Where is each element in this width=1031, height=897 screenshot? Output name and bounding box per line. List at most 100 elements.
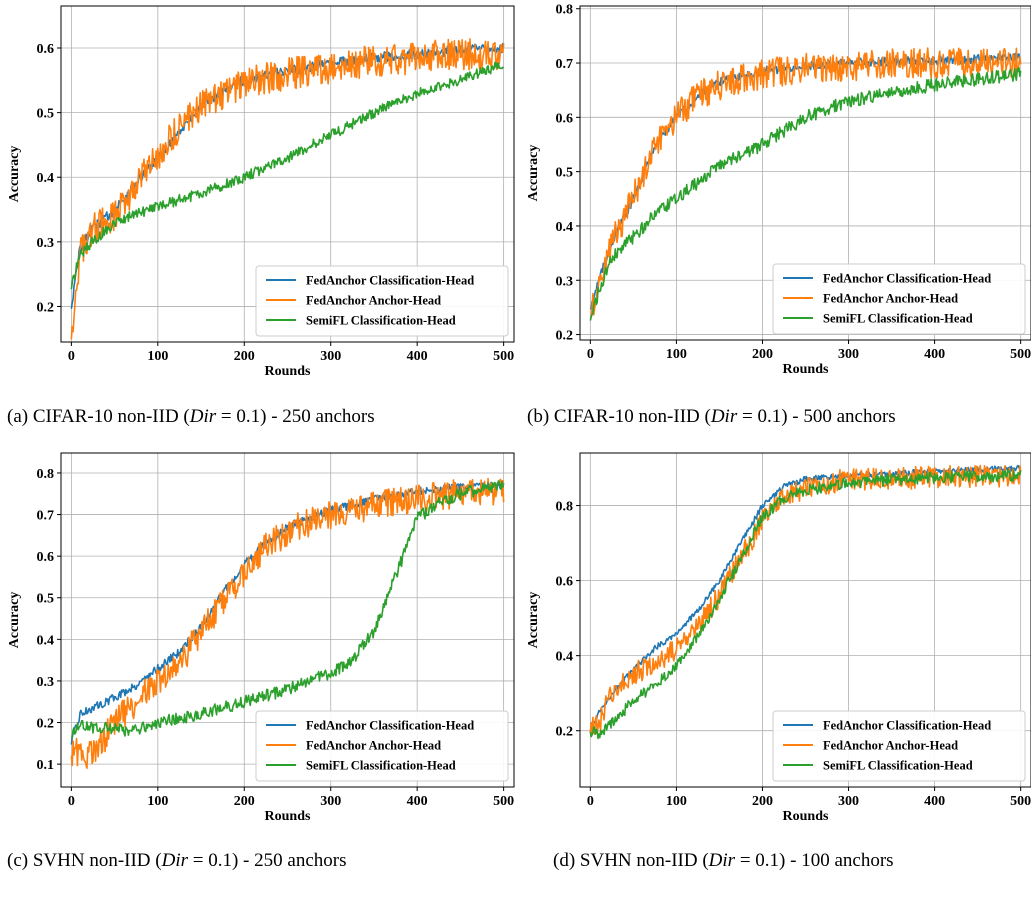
caption-b-pre: CIFAR-10 non-IID (: [553, 406, 711, 427]
caption-a-pre: CIFAR-10 non-IID (: [32, 406, 190, 427]
legend-box: [255, 265, 509, 337]
x-tick-label: 300: [320, 794, 341, 809]
legend-entry: SemiFL Classification-Head: [306, 759, 456, 773]
x-tick-label: 200: [234, 794, 255, 809]
legend: FedAnchor Classification-Head FedAnchor A…: [772, 710, 1026, 782]
chart-c: 0 100 200 300 400 500 0.1 0.2 0.3 0.4 0.5 0.6 0.7 0.8…: [7, 452, 515, 824]
legend-entry: FedAnchor Classification-Head: [823, 272, 991, 286]
x-tick-label: 0: [68, 794, 75, 809]
chart-b: 0 100 200 300 400 500 0.2 0.3 0.4 0.5 0.6 0.7 0.8 Rou…: [526, 3, 1031, 377]
series-line-3: [589, 469, 1022, 740]
y-tick-label: 0.2: [556, 725, 574, 740]
y-tick-label: 0.5: [37, 107, 55, 122]
series-line-3: [70, 480, 505, 739]
y-tick-label: 0.1: [37, 758, 55, 773]
x-tick-label: 100: [147, 794, 168, 809]
caption-a-label: (a): [7, 406, 29, 427]
y-tick-label: 0.4: [556, 650, 574, 665]
caption-d-post: ) - 100 anchors: [779, 850, 894, 871]
x-axis-label: Rounds: [783, 362, 829, 377]
legend-entry: SemiFL Classification-Head: [823, 759, 973, 773]
caption-c-pre: SVHN non-IID (: [32, 850, 162, 871]
y-tick-label: 0.3: [37, 675, 55, 690]
y-tick-label: 0.6: [556, 575, 574, 590]
y-tick-label: 0.2: [37, 300, 55, 315]
x-tick-label: 400: [924, 794, 945, 809]
series-line-2: [589, 47, 1022, 319]
plot-frame: [60, 452, 515, 788]
y-tick-label: 0.4: [37, 171, 55, 186]
y-tick-label: 0.2: [556, 329, 574, 344]
caption-b-post: ) - 500 anchors: [781, 406, 896, 427]
legend-box: [772, 263, 1026, 335]
y-axis-label: Accuracy: [7, 146, 22, 203]
x-tick-label: 500: [1010, 794, 1031, 809]
y-tick-label: 0.3: [37, 236, 55, 251]
x-tick-label: 500: [493, 349, 514, 364]
caption-b-label: (b): [527, 406, 550, 427]
x-tick-label: 0: [587, 794, 594, 809]
y-tick-label: 0.8: [556, 500, 574, 515]
caption-d-pre: SVHN non-IID (: [579, 850, 709, 871]
legend-entry: SemiFL Classification-Head: [823, 312, 973, 326]
x-tick-label: 300: [838, 794, 859, 809]
x-tick-label: 300: [320, 349, 341, 364]
legend-entry: SemiFL Classification-Head: [306, 314, 456, 328]
x-tick-label: 500: [1010, 347, 1031, 362]
caption-c-label: (c): [7, 850, 29, 871]
x-tick-label: 200: [234, 349, 255, 364]
caption-a-var: Dir: [189, 406, 217, 427]
legend-entry: FedAnchor Anchor-Head: [306, 294, 441, 308]
legend-box: [772, 710, 1026, 782]
legend-entry: FedAnchor Classification-Head: [306, 274, 474, 288]
caption-a-post: ) - 250 anchors: [260, 406, 375, 427]
legend-entry: FedAnchor Classification-Head: [306, 719, 474, 733]
y-axis-label: Accuracy: [7, 592, 22, 649]
series-line-3: [70, 61, 505, 290]
caption-d-eq: = 0.1: [735, 850, 780, 871]
caption-c: (c) SVHN non-IID (Dir = 0.1) - 250 ancho…: [7, 850, 346, 872]
x-tick-label: 0: [587, 347, 594, 362]
caption-c-post: ) - 250 anchors: [231, 850, 347, 871]
y-tick-label: 0.6: [37, 42, 55, 57]
caption-b-var: Dir: [710, 406, 738, 427]
caption-c-eq: = 0.1: [188, 850, 232, 871]
x-axis-label: Rounds: [265, 364, 311, 379]
legend-entry: FedAnchor Anchor-Head: [823, 292, 958, 306]
chart-a: 0 100 200 300 400 500 0.2 0.3 0.4 0.5 0.6 Rounds Acc…: [7, 5, 515, 379]
caption-b-eq: = 0.1: [737, 406, 782, 427]
x-tick-label: 100: [666, 347, 687, 362]
y-tick-label: 0.7: [556, 57, 574, 72]
x-tick-label: 200: [752, 347, 773, 362]
x-axis-label: Rounds: [265, 809, 311, 824]
legend-entry: FedAnchor Anchor-Head: [306, 739, 441, 753]
x-tick-label: 0: [68, 349, 75, 364]
caption-d-label: (d): [553, 850, 576, 871]
series-line-3: [589, 67, 1022, 321]
x-tick-label: 400: [407, 349, 428, 364]
y-tick-label: 0.4: [37, 633, 55, 648]
y-tick-label: 0.2: [37, 717, 55, 732]
x-tick-label: 400: [924, 347, 945, 362]
y-tick-label: 0.4: [556, 220, 574, 235]
y-tick-label: 0.6: [37, 550, 55, 565]
plot-frame: [579, 452, 1031, 788]
series-line-1: [70, 481, 505, 745]
caption-a: (a) CIFAR-10 non-IID (Dir = 0.1) - 250 a…: [7, 406, 375, 428]
legend: FedAnchor Classification-Head FedAnchor A…: [772, 263, 1026, 335]
legend: FedAnchor Classification-Head FedAnchor A…: [255, 265, 509, 337]
x-tick-label: 200: [752, 794, 773, 809]
y-tick-label: 0.6: [556, 111, 574, 126]
caption-c-var: Dir: [161, 850, 189, 871]
series-line-2: [70, 38, 505, 340]
x-tick-label: 300: [838, 347, 859, 362]
y-axis-label: Accuracy: [526, 145, 541, 202]
x-axis-label: Rounds: [783, 809, 829, 824]
y-tick-label: 0.5: [556, 166, 574, 181]
plot-frame: [60, 5, 515, 343]
y-tick-label: 0.8: [556, 3, 574, 18]
x-tick-label: 100: [666, 794, 687, 809]
chart-d: 0 100 200 300 400 500 0.2 0.4 0.6 0.8 Rounds Accura…: [526, 452, 1031, 824]
y-tick-label: 0.5: [37, 592, 55, 607]
